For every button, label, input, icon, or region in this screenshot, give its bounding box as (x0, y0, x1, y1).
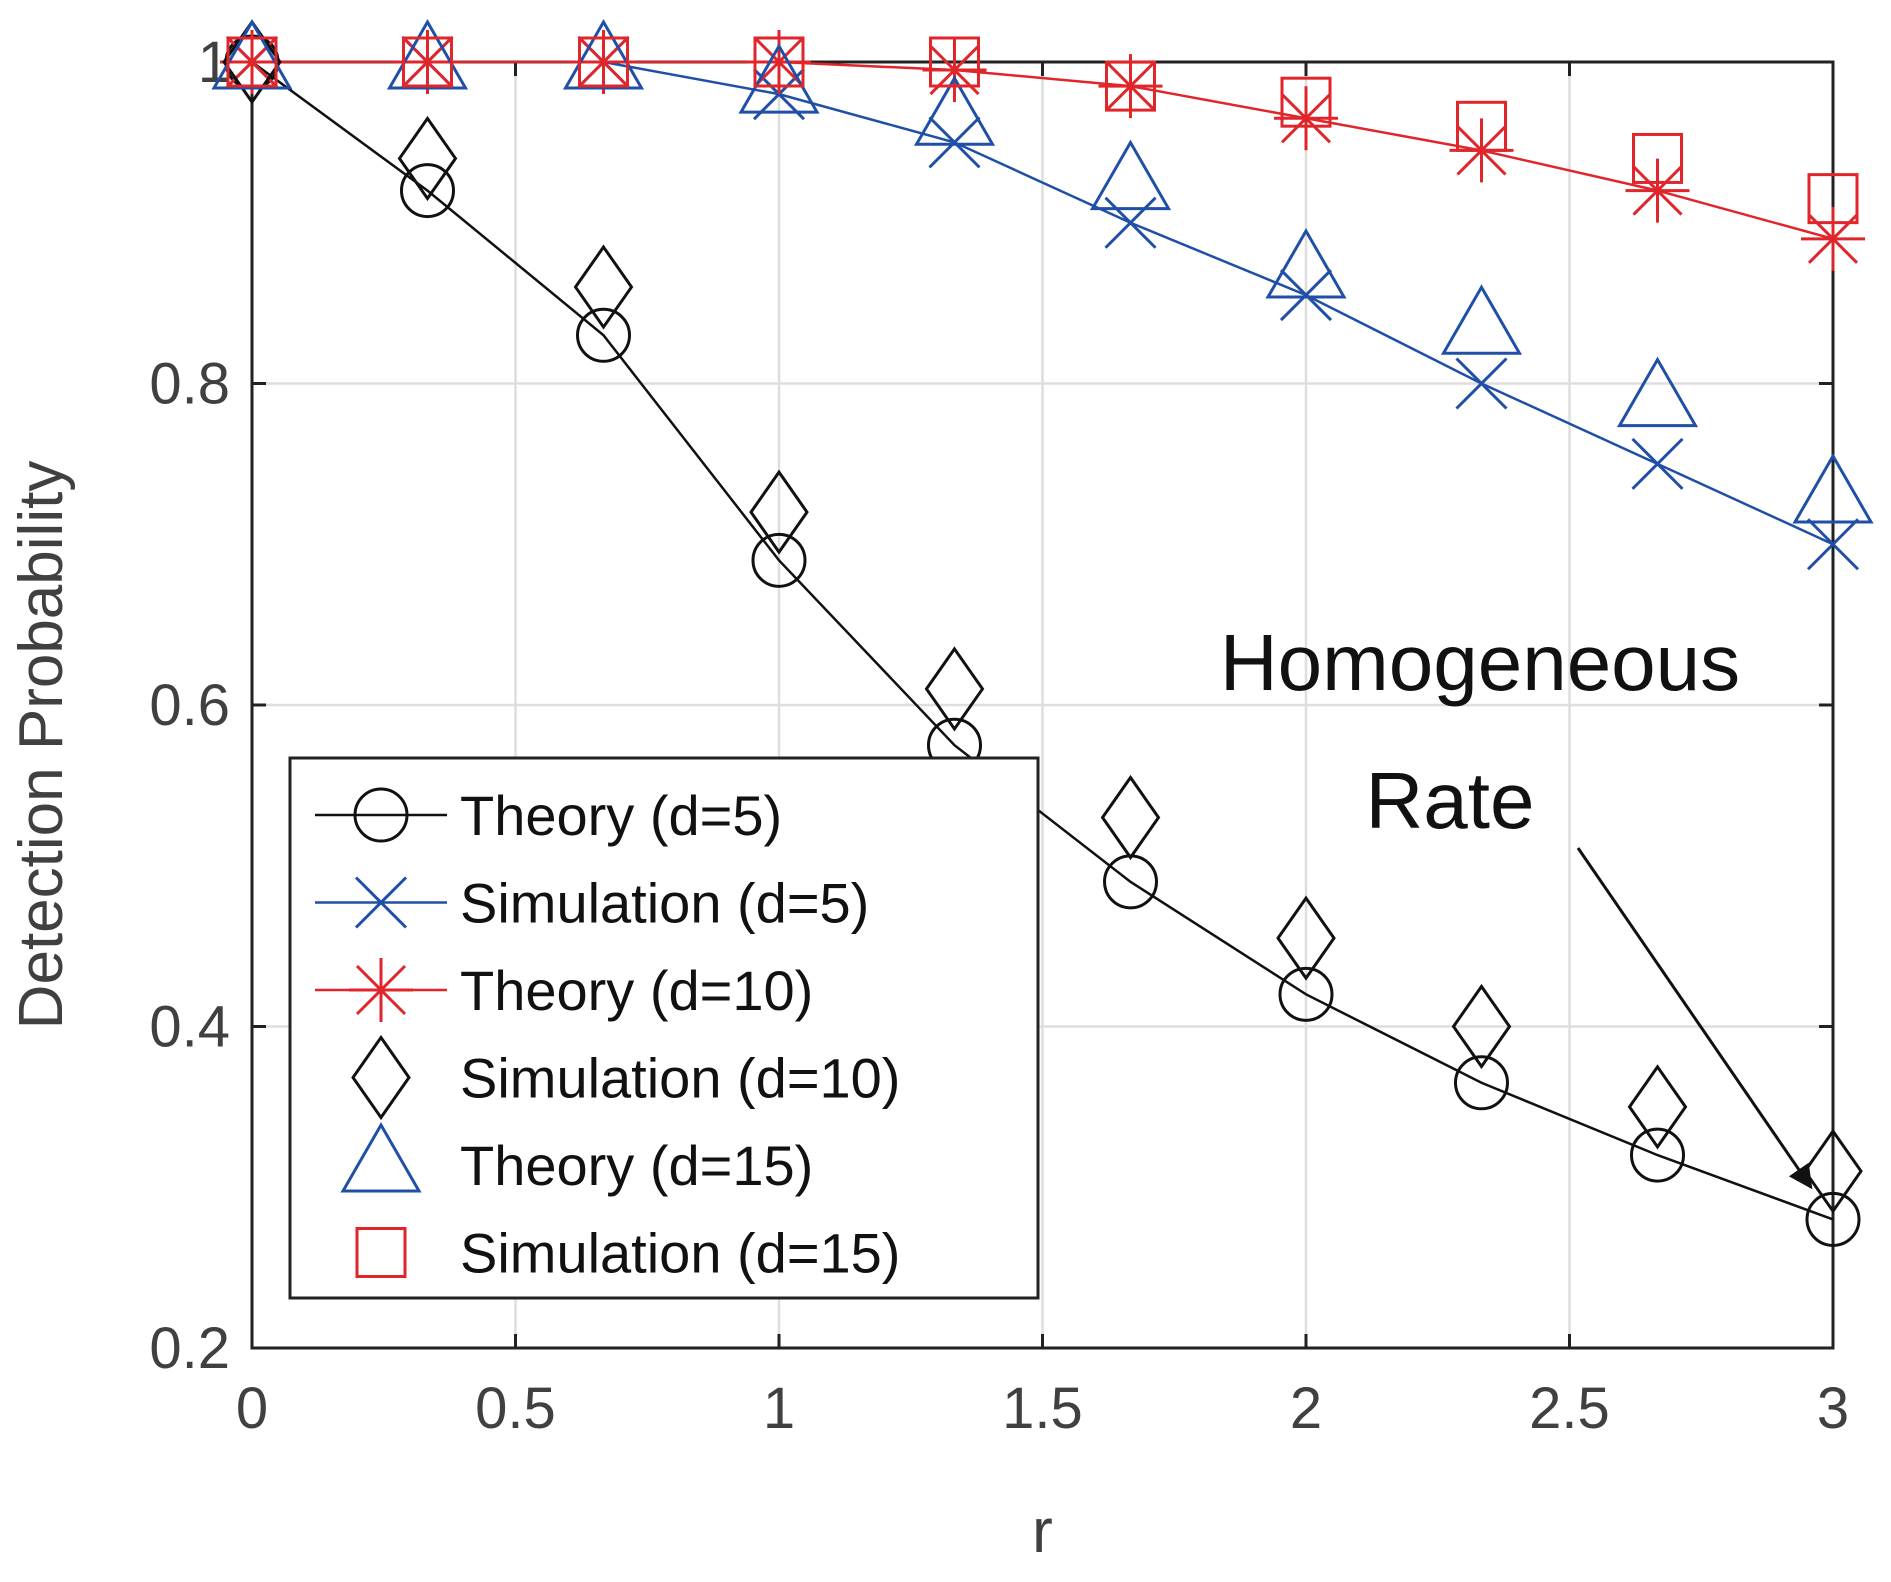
annotation-arrow (1576, 847, 1813, 1190)
data-point-circle (399, 163, 455, 219)
data-point-triangle (1616, 356, 1699, 428)
data-point-square (401, 36, 453, 88)
data-point-asterisk (747, 30, 811, 94)
legend-item: Simulation (d=15) (355, 1222, 900, 1285)
legend-item: Simulation (d=10) (351, 1034, 900, 1121)
data-point-square (1105, 60, 1157, 112)
data-point-asterisk (220, 30, 284, 94)
data-point-asterisk (395, 30, 460, 94)
data-point-diamond (1803, 1128, 1863, 1214)
data-point-square (753, 36, 805, 88)
series-5 (226, 36, 1859, 225)
data-point-asterisk (1274, 86, 1338, 151)
data-point-diamond (924, 646, 985, 732)
y-axis-label: Detection Probability (7, 461, 76, 1030)
legend-label: Theory (d=15) (460, 1134, 813, 1197)
data-point-square (1632, 132, 1684, 184)
y-tick-label: 0.2 (149, 1316, 230, 1381)
x-tick-label: 1.5 (1002, 1376, 1083, 1441)
data-point-diamond (222, 19, 282, 105)
x-tick-label: 2 (1290, 1376, 1322, 1441)
series-layer (211, 18, 1874, 1247)
data-point-diamond (397, 115, 458, 202)
legend: Theory (d=5) Simulation (d=5) Theory (d=10… (288, 756, 1040, 1300)
y-tick-label: 0.8 (149, 352, 230, 417)
series-2 (220, 30, 1865, 271)
legend-item: Theory (d=5) (315, 784, 782, 847)
legend-marker-square (355, 1227, 407, 1278)
data-point-square (1455, 100, 1507, 152)
axis-ticks: 0 0.5 1 1.5 2 2.5 30.20.40.60.81 (149, 30, 1849, 1441)
data-point-asterisk (1098, 54, 1163, 119)
data-point-circle (1805, 1191, 1861, 1247)
series-line (251, 60, 1834, 1221)
data-point-x (1455, 357, 1508, 410)
legend-box (288, 756, 1040, 1300)
legend-marker-diamond (351, 1034, 411, 1121)
data-point-x (1279, 269, 1333, 322)
data-point-diamond (1276, 895, 1336, 981)
data-point-square (928, 36, 980, 88)
legend-item: Simulation (d=5) (315, 872, 869, 935)
data-point-triangle (211, 18, 293, 90)
legend-marker-circle (353, 787, 409, 843)
data-point-asterisk (1801, 206, 1865, 271)
data-point-circle (1278, 966, 1334, 1022)
legend-label: Theory (d=10) (460, 959, 813, 1022)
x-tick-label: 3 (1817, 1376, 1849, 1441)
data-point-triangle (562, 18, 645, 90)
data-point-circle (1453, 1055, 1509, 1111)
data-point-triangle (1440, 284, 1523, 355)
data-point-asterisk (571, 30, 636, 94)
data-point-square (578, 36, 630, 88)
legend-label: Simulation (d=5) (460, 872, 869, 935)
data-point-triangle (386, 18, 469, 90)
data-point-diamond (1100, 774, 1161, 861)
y-tick-label: 0.4 (149, 995, 230, 1060)
data-point-square (226, 36, 278, 88)
data-point-square (1807, 173, 1859, 225)
x-tick-label: 0 (236, 1376, 268, 1441)
data-point-triangle (1089, 139, 1172, 211)
series-line (252, 60, 1834, 241)
annotation: Homogeneous Rate (1220, 618, 1813, 1190)
legend-marker-triangle (340, 1121, 422, 1193)
legend-label: Simulation (d=10) (460, 1047, 900, 1110)
legend-label: Theory (d=5) (460, 784, 782, 847)
data-point-asterisk (1625, 158, 1690, 223)
legend-item: Theory (d=10) (315, 958, 813, 1022)
x-axis-label: r (1032, 1497, 1053, 1566)
legend-label: Simulation (d=15) (460, 1222, 900, 1285)
data-point-triangle (913, 75, 996, 146)
data-point-circle (1630, 1127, 1686, 1183)
data-point-circle (751, 532, 807, 588)
legend-marker-asterisk (349, 958, 413, 1022)
x-tick-label: 1 (763, 1376, 795, 1441)
data-point-x (1104, 196, 1157, 249)
data-point-diamond (573, 244, 634, 330)
series-3 (222, 19, 1863, 1214)
annotation-line2: Rate (1366, 756, 1535, 845)
series-4 (211, 18, 1874, 524)
data-point-diamond (749, 469, 809, 555)
data-point-x (1806, 518, 1860, 571)
legend-marker-x (354, 876, 408, 929)
data-point-triangle (1265, 227, 1347, 299)
x-tick-label: 2.5 (1529, 1376, 1610, 1441)
data-point-x (1631, 437, 1684, 490)
data-point-circle (576, 307, 632, 363)
data-point-diamond (1451, 983, 1512, 1070)
data-point-x (928, 116, 981, 169)
annotation-line1: Homogeneous (1220, 618, 1740, 707)
data-point-triangle (1792, 453, 1874, 524)
x-tick-label: 0.5 (475, 1376, 556, 1441)
data-point-asterisk (922, 38, 987, 103)
y-tick-label: 0.6 (149, 673, 230, 738)
data-point-square (1280, 76, 1332, 128)
legend-item: Theory (d=15) (340, 1121, 813, 1197)
data-point-diamond (1627, 1064, 1688, 1150)
data-point-triangle (738, 43, 820, 114)
